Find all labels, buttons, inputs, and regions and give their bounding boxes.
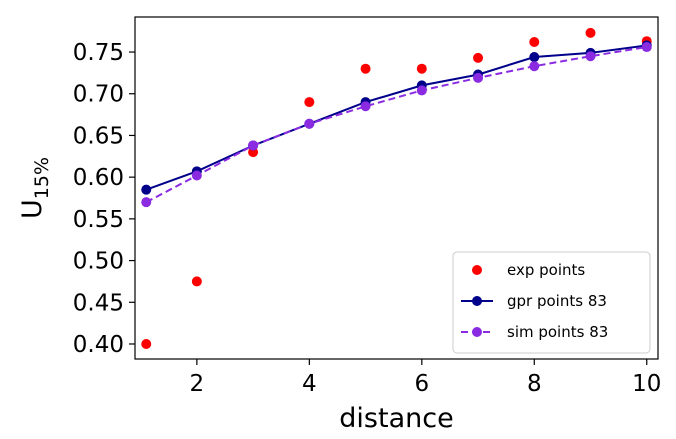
y-tick-label: 0.70 [73,82,124,108]
legend-entry: exp points [472,261,585,279]
legend-marker [472,265,482,275]
legend-label: gpr points 83 [507,292,607,310]
data-point [529,37,540,48]
ticks: 2 4 6 8 10 0.40 0.45 0.50 0.55 0.60 0.65 0.70 0.75 [73,40,662,397]
data-point [529,52,540,63]
x-tick-label: 8 [527,371,542,397]
y-axis-title-subscript: 15% [31,157,53,199]
x-tick-label: 4 [302,371,317,397]
series-2 [141,40,652,195]
data-point [304,118,315,129]
x-tick-label: 6 [414,371,429,397]
data-point [416,85,427,96]
legend-box [452,251,651,354]
series-3 [141,42,652,208]
data-point [304,97,315,108]
y-axis-title-base: U [17,199,48,219]
y-tick-label: 0.75 [73,40,124,66]
y-axis-title: U15% [17,157,53,219]
legend-entry: sim points 83 [461,323,608,341]
y-tick-label: 0.55 [73,207,124,233]
data-point [141,197,152,208]
data-point [529,61,540,72]
y-tick-label: 0.40 [73,332,124,358]
y-tick-label: 0.45 [73,290,124,316]
data-point [248,140,259,151]
legend: exp points gpr points 83 sim points 83 [452,251,651,354]
data-point [473,72,484,83]
y-tick-label: 0.60 [73,165,124,191]
data-point [141,184,152,195]
data-point [641,42,652,53]
legend-marker [472,327,482,337]
data-point [585,27,596,38]
legend-entry: gpr points 83 [461,292,607,310]
y-tick-label: 0.50 [73,249,124,275]
legend-label: sim points 83 [507,323,608,341]
series-line [145,46,647,204]
x-tick-label: 10 [632,371,661,397]
data-point [141,338,152,349]
legend-label: exp points [507,261,585,279]
data-point [416,63,427,74]
data-point [585,51,596,62]
x-tick-label: 2 [190,371,205,397]
data-point [191,276,202,287]
series-layer [141,27,652,349]
data-point [360,63,371,74]
y-tick-label: 0.65 [73,123,124,149]
legend-marker [472,296,482,306]
plot-frame [134,16,659,360]
x-axis-title: distance [339,403,453,434]
data-point [360,101,371,112]
data-point [191,170,202,181]
series-line [145,44,647,191]
data-point [473,52,484,63]
